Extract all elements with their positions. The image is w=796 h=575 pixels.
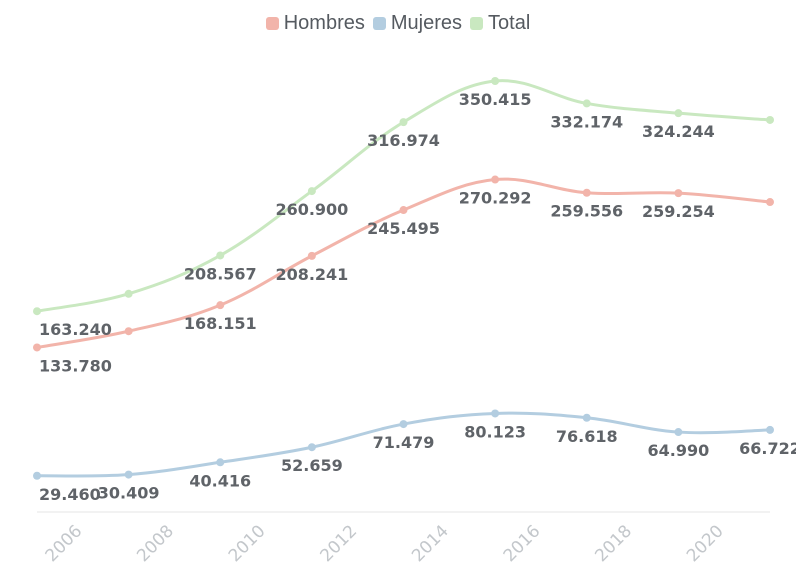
legend-swatch-hombres — [265, 17, 279, 30]
data-point-mujeres-2021 — [766, 425, 774, 434]
data-point-hombres-2007 — [124, 327, 133, 336]
data-point-total-2005 — [33, 307, 41, 316]
legend-item-mujeres[interactable]: Mujeres — [372, 12, 463, 35]
legend-item-hombres[interactable]: Hombres — [265, 12, 365, 35]
data-point-total-2009 — [216, 251, 225, 260]
legend-swatch-total — [470, 17, 484, 30]
data-point-mujeres-2011 — [307, 443, 316, 452]
data-label-mujeres-2013: 71.479 — [373, 433, 435, 452]
data-point-total-2017 — [582, 99, 591, 108]
data-label-total-2019: 324.244 — [642, 122, 715, 141]
data-point-mujeres-2015 — [491, 409, 500, 418]
data-label-hombres-2019: 259.254 — [642, 202, 715, 221]
legend-item-total[interactable]: Total — [470, 12, 530, 35]
data-label-total-2005: 163.240 — [39, 320, 112, 339]
data-label-hombres-2017: 259.556 — [550, 202, 623, 221]
data-point-mujeres-2013 — [399, 420, 408, 429]
x-tick-label-2010: 2010 — [225, 521, 270, 566]
x-tick-label-2016: 2016 — [500, 521, 545, 566]
data-point-hombres-2013 — [399, 206, 408, 215]
data-point-hombres-2005 — [33, 343, 41, 352]
x-tick-label-2020: 2020 — [683, 521, 728, 566]
data-point-mujeres-2017 — [582, 413, 591, 422]
data-label-mujeres-2017: 76.618 — [556, 427, 618, 446]
data-point-total-2015 — [491, 76, 500, 85]
data-label-mujeres-2011: 52.659 — [281, 456, 343, 475]
data-label-mujeres-2019: 64.990 — [648, 441, 710, 460]
data-label-hombres-2005: 133.780 — [39, 356, 112, 375]
data-label-hombres-2011: 208.241 — [275, 265, 348, 284]
legend-swatch-mujeres — [372, 17, 386, 30]
data-point-hombres-2011 — [307, 251, 316, 260]
data-point-hombres-2019 — [674, 189, 683, 198]
data-label-mujeres-2021: 66.722 — [739, 439, 796, 458]
data-point-total-2021 — [766, 115, 774, 124]
data-label-total-2017: 332.174 — [550, 112, 623, 131]
data-label-total-2009: 208.567 — [184, 264, 257, 283]
data-label-mujeres-2009: 40.416 — [189, 471, 251, 490]
legend-label-mujeres: Mujeres — [390, 12, 463, 34]
x-tick-label-2014: 2014 — [408, 521, 453, 566]
data-label-total-2011: 260.900 — [275, 200, 348, 219]
data-point-total-2019 — [674, 109, 683, 118]
data-point-hombres-2017 — [582, 188, 591, 197]
data-point-total-2013 — [399, 118, 408, 127]
data-label-total-2015: 350.415 — [459, 90, 532, 109]
data-label-hombres-2015: 270.292 — [459, 189, 532, 208]
legend: Hombres Mujeres Total — [0, 12, 796, 35]
x-tick-label-2012: 2012 — [316, 521, 361, 566]
data-point-mujeres-2007 — [124, 470, 133, 479]
x-tick-label-2018: 2018 — [591, 521, 636, 566]
data-point-mujeres-2009 — [216, 458, 225, 467]
data-point-total-2011 — [307, 187, 316, 196]
data-label-total-2013: 316.974 — [367, 131, 440, 150]
data-point-mujeres-2005 — [33, 471, 41, 480]
data-label-mujeres-2015: 80.123 — [464, 422, 526, 441]
legend-label-total: Total — [488, 12, 531, 34]
x-tick-label-2008: 2008 — [133, 521, 178, 566]
data-label-hombres-2013: 245.495 — [367, 219, 440, 238]
data-label-mujeres-2005: 29.460 — [39, 485, 101, 504]
data-point-total-2007 — [124, 289, 133, 298]
series-line-total — [35, 79, 772, 313]
x-tick-label-2006: 2006 — [42, 521, 87, 566]
data-point-hombres-2015 — [491, 175, 500, 184]
data-point-hombres-2021 — [766, 198, 774, 207]
data-point-hombres-2009 — [216, 301, 225, 310]
data-label-hombres-2009: 168.151 — [184, 314, 257, 333]
data-point-mujeres-2019 — [674, 428, 683, 437]
data-label-mujeres-2007: 30.409 — [98, 484, 160, 503]
legend-label-hombres: Hombres — [283, 12, 365, 34]
